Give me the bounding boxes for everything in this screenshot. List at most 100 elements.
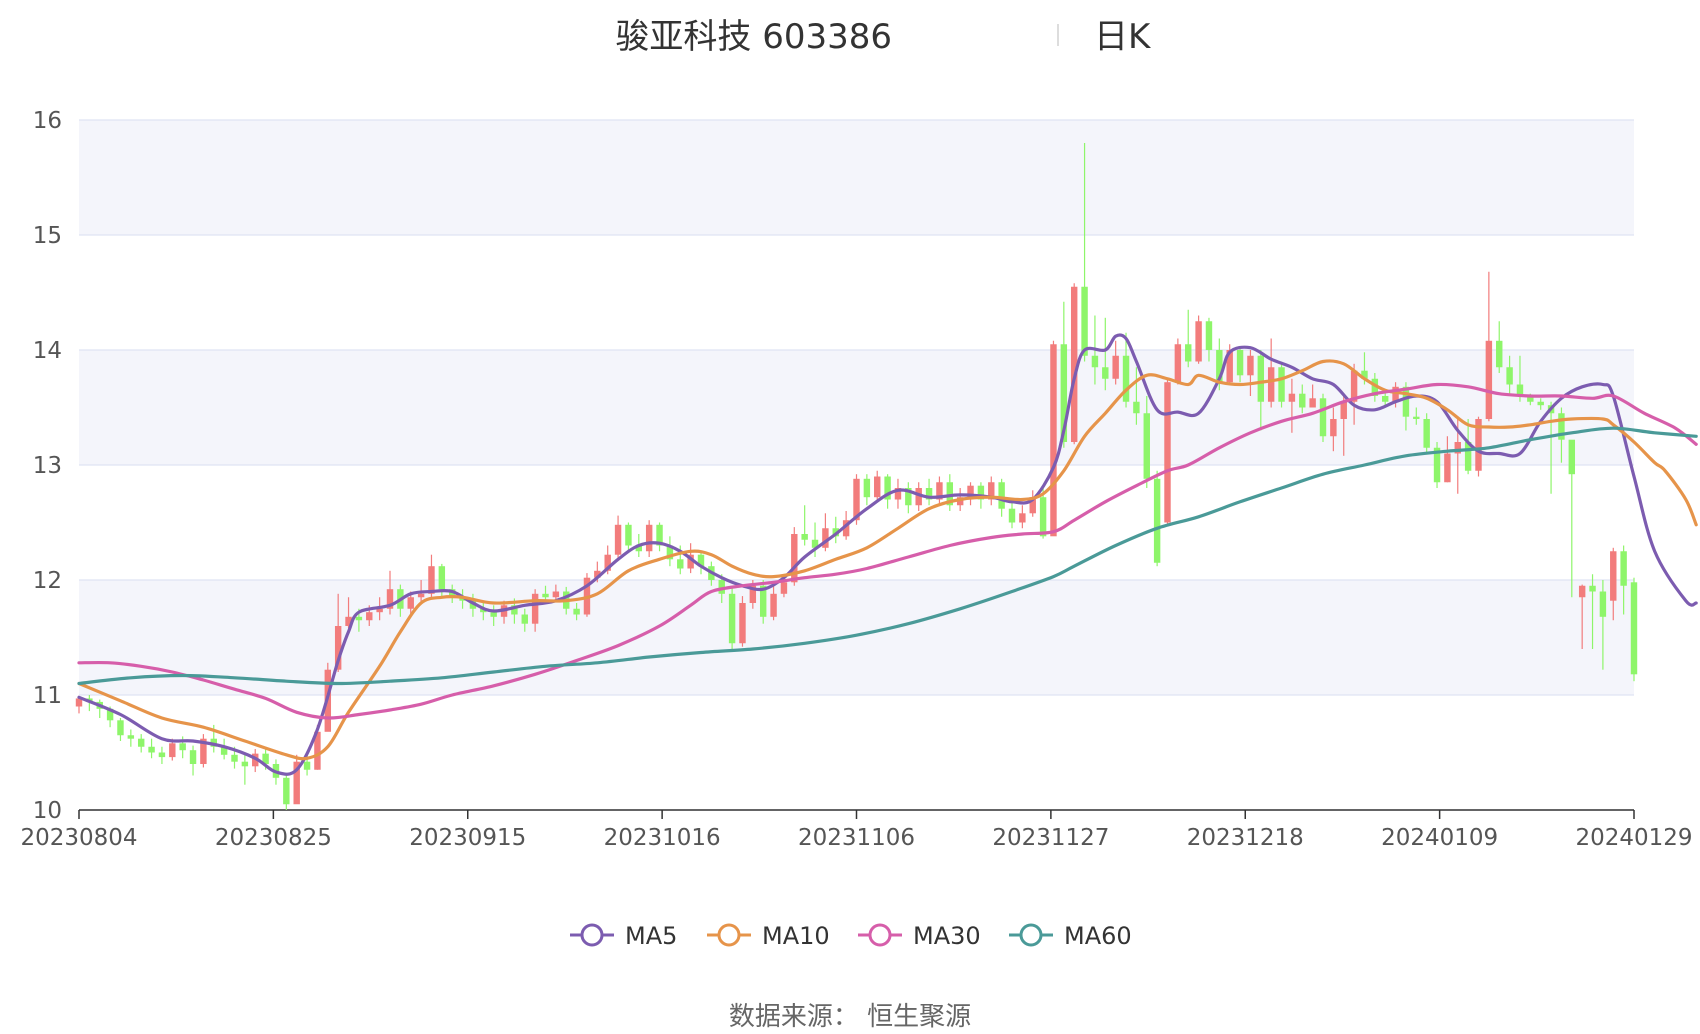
candle-down — [220, 738, 228, 760]
candle-body — [314, 731, 321, 770]
candle-up — [1195, 315, 1202, 364]
candle-body — [1309, 398, 1316, 408]
plot-band — [79, 580, 1634, 695]
y-tick-label: 10 — [33, 798, 62, 824]
candle-body — [220, 746, 228, 755]
period-label[interactable]: 日K — [1094, 17, 1152, 57]
candle-body — [1340, 401, 1347, 419]
candle-body — [894, 488, 902, 500]
candle-body — [749, 585, 757, 603]
candle-down — [946, 474, 954, 511]
candle-body — [1610, 551, 1617, 601]
candle-body — [1247, 355, 1254, 376]
candle-body — [1350, 370, 1358, 402]
candle-body — [1620, 551, 1627, 586]
candle-body — [1433, 447, 1441, 483]
plot-band — [79, 120, 1634, 235]
candle-body — [884, 476, 891, 500]
candle-body — [127, 735, 135, 739]
candle-up — [1444, 436, 1451, 483]
candle-body — [137, 738, 145, 747]
candle-body — [1527, 396, 1534, 402]
candle-body — [1236, 350, 1244, 376]
candle-down — [759, 580, 767, 624]
candle-down — [1257, 350, 1265, 431]
legend-marker-icon — [1019, 923, 1043, 947]
candle-up — [1164, 378, 1171, 525]
candle-down — [1599, 580, 1607, 670]
candle-down — [666, 536, 674, 567]
candle-down — [283, 773, 290, 810]
candle-body — [998, 482, 1005, 509]
candle-body — [1454, 442, 1461, 454]
legend-label: MA60 — [1064, 922, 1132, 950]
y-axis: 10 11 12 13 14 15 16 — [33, 108, 62, 824]
legend-label: MA5 — [625, 922, 677, 950]
candle-body — [1558, 413, 1565, 440]
y-tick-label: 11 — [33, 683, 62, 709]
candle-body — [189, 750, 197, 764]
candle-down — [1039, 488, 1047, 539]
candle-body — [1112, 355, 1119, 379]
candle-down — [1278, 361, 1285, 408]
candle-up — [894, 478, 902, 509]
candle-body — [117, 720, 124, 736]
candle-body — [718, 580, 725, 594]
candle-body — [1185, 344, 1192, 362]
candle-down — [1496, 321, 1503, 373]
candle-down — [1589, 574, 1596, 649]
y-tick-label: 16 — [33, 108, 62, 134]
legend-marker-icon — [868, 923, 892, 947]
candle-body — [1475, 419, 1482, 471]
legend: MA5 MA10 MA30 MA60 — [570, 922, 1132, 950]
candle-body — [1371, 378, 1379, 396]
candle-down — [573, 603, 580, 621]
candle-up — [1247, 350, 1254, 396]
candle-body — [179, 743, 186, 751]
candle-up — [1267, 338, 1275, 408]
candle-body — [770, 593, 777, 617]
candle-up — [1330, 407, 1337, 452]
legend-label: MA10 — [762, 922, 830, 950]
legend-item-ma5[interactable]: MA5 — [570, 922, 677, 950]
candle-body — [677, 559, 684, 569]
candle-up — [1019, 505, 1026, 529]
candle-body — [915, 488, 922, 506]
candle-down — [137, 734, 145, 753]
candle-down — [811, 522, 819, 557]
candle-down — [1185, 309, 1192, 368]
ma5-line — [77, 333, 1698, 776]
candle-body — [345, 616, 352, 626]
x-tick-label: 20240129 — [1575, 825, 1692, 851]
legend-item-ma60[interactable]: MA60 — [1009, 922, 1132, 950]
candle-body — [1485, 340, 1493, 419]
candle-down — [1506, 355, 1513, 396]
candle-body — [283, 777, 290, 805]
candle-body — [1464, 442, 1472, 471]
ma10-line — [77, 359, 1698, 761]
candle-up — [583, 573, 591, 617]
candle-up — [1050, 340, 1057, 537]
candle-body — [936, 482, 943, 500]
candle-up — [1070, 283, 1078, 445]
candle-down — [1008, 499, 1016, 529]
y-tick-label: 13 — [33, 453, 62, 479]
legend-item-ma30[interactable]: MA30 — [858, 922, 981, 950]
chart-title: 骏亚科技 603386 日K — [615, 17, 1152, 57]
candle-body — [1153, 478, 1161, 563]
candle-body — [1050, 344, 1057, 537]
candle-up — [645, 520, 653, 557]
candle-up — [1112, 340, 1119, 385]
candle-body — [625, 524, 632, 546]
candle-body — [780, 582, 788, 594]
candle-up — [1174, 338, 1182, 385]
candle-down — [884, 474, 891, 509]
candle-body — [355, 616, 363, 621]
candle-down — [1299, 384, 1306, 414]
candle-body — [1299, 393, 1306, 408]
candle-body — [148, 746, 155, 753]
moving-average-lines — [77, 333, 1698, 776]
candle-down — [1537, 398, 1544, 410]
legend-item-ma10[interactable]: MA10 — [707, 922, 830, 950]
